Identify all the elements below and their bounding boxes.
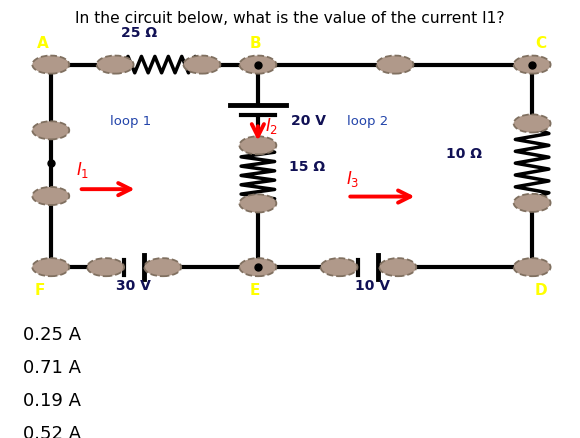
Circle shape: [32, 258, 69, 276]
Text: loop 1: loop 1: [110, 115, 151, 128]
Text: D: D: [535, 283, 548, 297]
Text: C: C: [535, 36, 546, 51]
Text: 0.19 A: 0.19 A: [23, 392, 81, 410]
Text: 10 Ω: 10 Ω: [446, 147, 482, 161]
Text: loop 2: loop 2: [347, 115, 389, 128]
Circle shape: [240, 136, 276, 155]
Circle shape: [240, 258, 276, 276]
Circle shape: [514, 258, 550, 276]
Circle shape: [97, 56, 133, 74]
Circle shape: [144, 258, 181, 276]
Text: 10 V: 10 V: [355, 279, 390, 293]
Text: $I_3$: $I_3$: [346, 169, 360, 189]
Circle shape: [321, 258, 357, 276]
Text: E: E: [249, 283, 260, 297]
Circle shape: [183, 56, 220, 74]
Text: B: B: [249, 36, 261, 51]
Text: $I_1$: $I_1$: [76, 160, 89, 180]
Circle shape: [379, 258, 416, 276]
Text: 25 Ω: 25 Ω: [121, 26, 157, 40]
Circle shape: [32, 121, 69, 139]
Circle shape: [514, 56, 550, 74]
Text: 15 Ω: 15 Ω: [289, 160, 325, 174]
Circle shape: [32, 56, 69, 74]
Text: A: A: [37, 36, 49, 51]
Text: 0.25 A: 0.25 A: [23, 326, 81, 344]
Text: 30 V: 30 V: [116, 279, 151, 293]
Circle shape: [514, 194, 550, 212]
Text: 0.71 A: 0.71 A: [23, 359, 81, 377]
Text: In the circuit below, what is the value of the current I1?: In the circuit below, what is the value …: [75, 11, 505, 26]
Circle shape: [32, 187, 69, 205]
Text: $I_2$: $I_2$: [264, 116, 278, 136]
Text: 0.52 A: 0.52 A: [23, 425, 81, 438]
Text: F: F: [35, 283, 45, 297]
Circle shape: [87, 258, 124, 276]
Circle shape: [240, 194, 276, 212]
Text: 20 V: 20 V: [291, 114, 327, 128]
Circle shape: [514, 114, 550, 133]
Circle shape: [376, 56, 414, 74]
Circle shape: [240, 56, 276, 74]
